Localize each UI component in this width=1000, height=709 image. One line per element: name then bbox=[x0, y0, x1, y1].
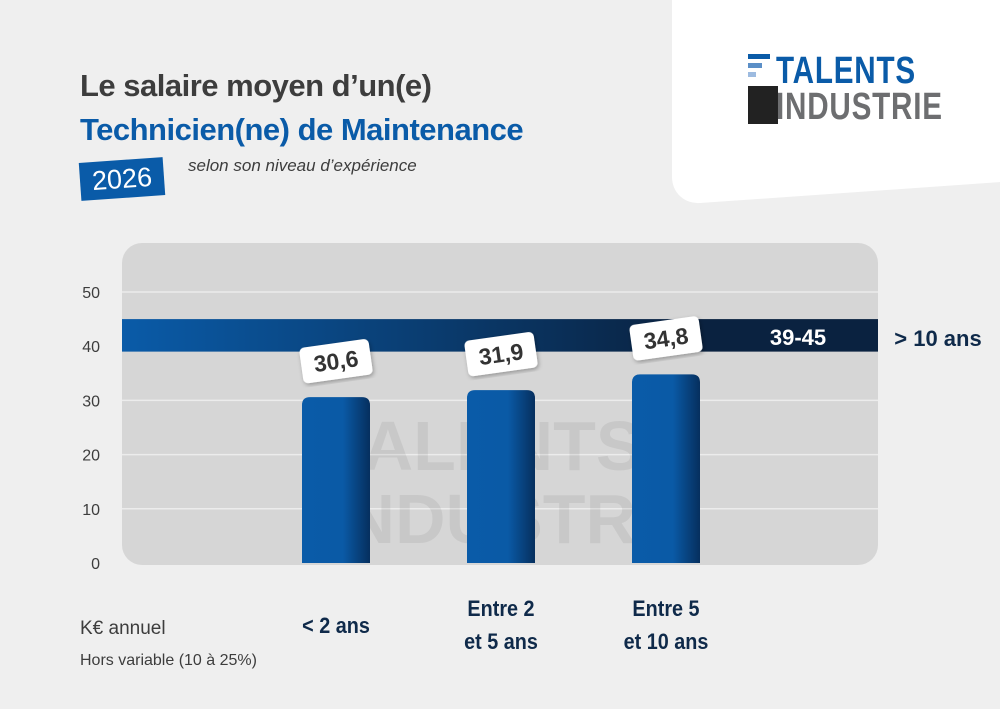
bar bbox=[302, 397, 370, 563]
x-category-label: Entre 2 et 5 ans bbox=[464, 596, 538, 654]
y-tick-label: 50 bbox=[82, 285, 100, 302]
variable-note: Hors variable (10 à 25%) bbox=[80, 652, 257, 669]
bar bbox=[632, 374, 700, 563]
y-tick-label: 30 bbox=[82, 393, 100, 410]
x-category-label: < 2 ans bbox=[302, 613, 370, 638]
title-line-1: Le salaire moyen d’un(e) bbox=[80, 68, 432, 103]
value-label: 31,9 bbox=[464, 332, 538, 377]
talents-industrie-logo: TALENTS INDUSTRIE bbox=[748, 50, 942, 130]
y-tick-label: 20 bbox=[82, 448, 100, 465]
title-line-2: Technicien(ne) de Maintenance bbox=[80, 112, 524, 147]
bar bbox=[467, 390, 535, 563]
range-band-label: 39-45 bbox=[770, 325, 826, 350]
svg-text:30,6: 30,6 bbox=[312, 345, 360, 377]
range-band-category: > 10 ans bbox=[894, 326, 981, 351]
subtitle: selon son niveau d’expérience bbox=[188, 156, 417, 175]
svg-text:34,8: 34,8 bbox=[642, 322, 690, 354]
svg-text:31,9: 31,9 bbox=[477, 338, 525, 370]
y-tick-label: 40 bbox=[82, 339, 100, 356]
logo-text-top: TALENTS bbox=[776, 50, 916, 92]
y-tick-label: 10 bbox=[82, 502, 100, 519]
value-label: 30,6 bbox=[299, 339, 373, 384]
value-label: 34,8 bbox=[629, 316, 703, 361]
unit-label: K€ annuel bbox=[80, 618, 166, 639]
logo-text-bottom: INDUSTRIE bbox=[776, 86, 943, 128]
x-category-label: Entre 5 et 10 ans bbox=[623, 596, 709, 654]
y-tick-label: 0 bbox=[91, 556, 100, 573]
